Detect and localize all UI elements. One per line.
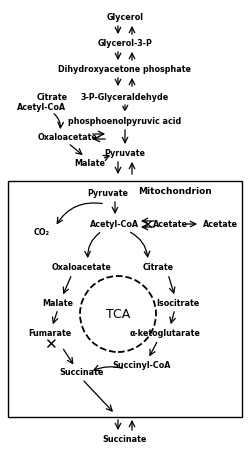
Text: Glycerol: Glycerol bbox=[106, 14, 144, 23]
Text: ✕: ✕ bbox=[143, 218, 153, 231]
Text: ✕: ✕ bbox=[44, 337, 56, 352]
Bar bbox=[8, 182, 242, 417]
Text: Pyruvate: Pyruvate bbox=[88, 188, 128, 197]
Text: Succinate: Succinate bbox=[103, 434, 147, 443]
Text: Oxaloacetate: Oxaloacetate bbox=[38, 133, 98, 142]
Text: TCA: TCA bbox=[106, 308, 130, 321]
Text: Succinyl-CoA: Succinyl-CoA bbox=[113, 361, 171, 370]
Text: Acetyl-CoA: Acetyl-CoA bbox=[18, 103, 66, 112]
Text: Malate: Malate bbox=[42, 298, 74, 307]
Text: Dihydroxyacetone phosphate: Dihydroxyacetone phosphate bbox=[58, 65, 192, 74]
Text: Citrate: Citrate bbox=[142, 263, 174, 272]
Text: Pyruvate: Pyruvate bbox=[104, 149, 146, 158]
Text: CO₂: CO₂ bbox=[34, 228, 50, 237]
Text: Fumarate: Fumarate bbox=[28, 329, 72, 338]
Text: Acetyl-CoA: Acetyl-CoA bbox=[90, 220, 140, 229]
Text: Acetate: Acetate bbox=[202, 220, 237, 229]
Text: Citrate: Citrate bbox=[36, 92, 68, 101]
Text: Mitochondrion: Mitochondrion bbox=[138, 187, 212, 196]
Text: Isocitrate: Isocitrate bbox=[156, 298, 200, 307]
Text: Acetate: Acetate bbox=[152, 220, 188, 229]
Text: phosphoenolpyruvic acid: phosphoenolpyruvic acid bbox=[68, 117, 182, 126]
Text: 3-P-Glyceraldehyde: 3-P-Glyceraldehyde bbox=[81, 92, 169, 101]
Text: Succinate: Succinate bbox=[60, 368, 104, 377]
Text: Glycerol-3-P: Glycerol-3-P bbox=[98, 39, 152, 48]
Text: Malate: Malate bbox=[74, 158, 106, 167]
Text: Oxaloacetate: Oxaloacetate bbox=[52, 263, 112, 272]
Text: α-ketoglutarate: α-ketoglutarate bbox=[130, 329, 200, 338]
